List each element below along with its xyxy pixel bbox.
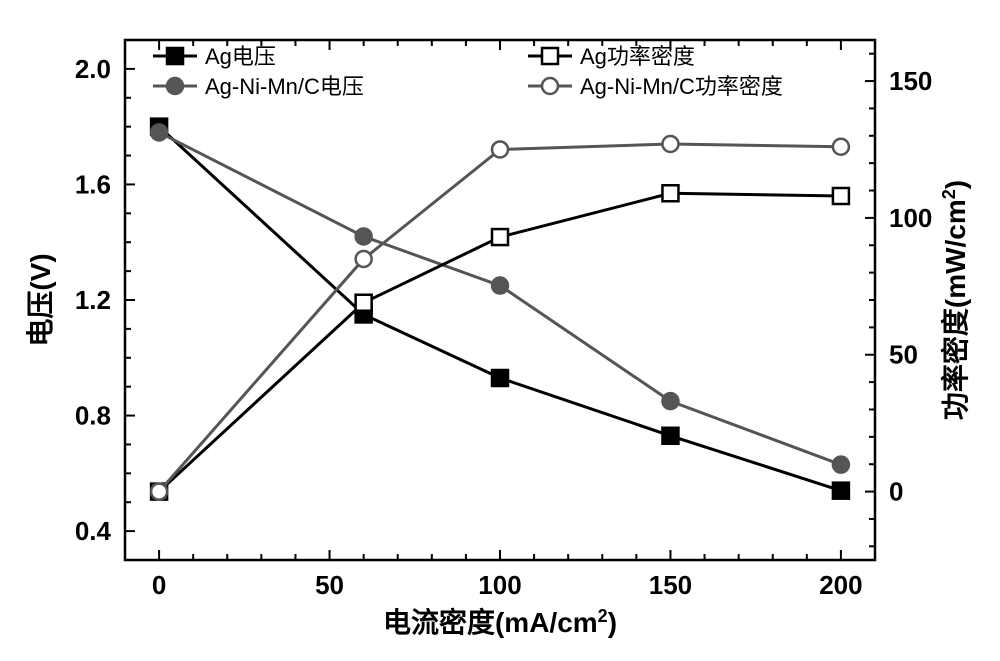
- y-left-tick-label: 0.8: [75, 401, 111, 431]
- x-tick-label: 0: [152, 570, 166, 600]
- legend-label: Ag功率密度: [580, 44, 695, 69]
- series-agni_p: [151, 136, 849, 500]
- series-ag_p: [151, 185, 849, 499]
- y-left-tick-label: 0.4: [75, 516, 112, 546]
- y-left-tick-label: 1.2: [75, 285, 111, 315]
- y-right-tick-label: 0: [889, 477, 903, 507]
- legend-label: Ag-Ni-Mn/C功率密度: [580, 74, 783, 99]
- y-left-tick-label: 2.0: [75, 54, 111, 84]
- legend: Ag电压 Ag功率密度 Ag-Ni-Mn/C电压 Ag-Ni-Mn/C功率密度: [153, 44, 783, 99]
- y-right-tick-label: 100: [889, 203, 932, 233]
- y-left-axis-label: 电压(V): [25, 253, 56, 346]
- x-tick-label: 50: [315, 570, 344, 600]
- y-right-axis-label: 功率密度(mW/cm2): [939, 180, 971, 420]
- series-agni_v: [151, 124, 849, 472]
- series-ag_v: [151, 119, 849, 499]
- y-right-tick-label: 150: [889, 66, 932, 96]
- chart-container: 0 50 100 150 200 0.4 0.8 1.2 1.6 2.0 0 50 100 150 电流密度…: [0, 0, 1000, 661]
- y-right-tick-label: 50: [889, 340, 918, 370]
- y-left-tick-label: 1.6: [75, 169, 111, 199]
- legend-label: Ag电压: [205, 44, 276, 69]
- legend-label: Ag-Ni-Mn/C电压: [205, 74, 364, 99]
- x-axis-label: 电流密度(mA/cm2): [383, 606, 617, 638]
- x-tick-label: 100: [478, 570, 521, 600]
- x-tick-label: 200: [819, 570, 862, 600]
- chart-svg: 0 50 100 150 200 0.4 0.8 1.2 1.6 2.0 0 50 100 150 电流密度…: [0, 0, 1000, 661]
- x-tick-label: 150: [649, 570, 692, 600]
